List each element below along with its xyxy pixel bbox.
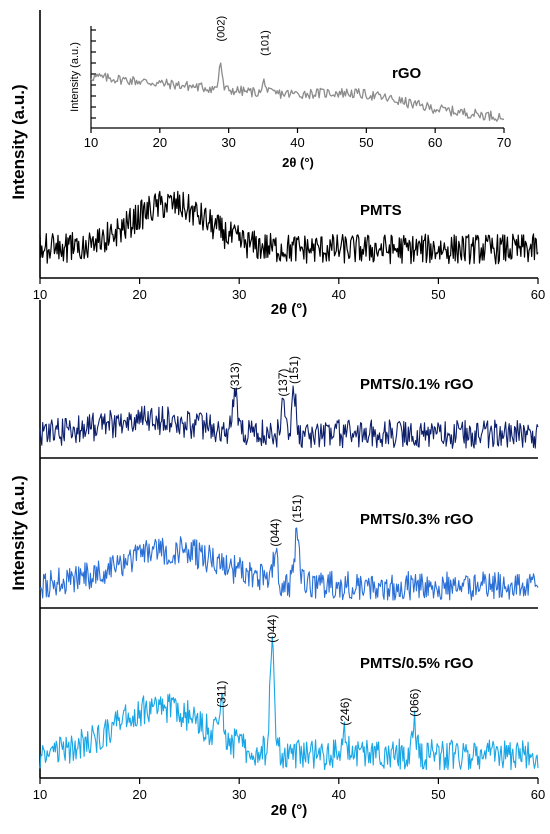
pmts-03-trace: [39, 527, 539, 601]
pmts-05-series-label: PMTS/0.5% rGO: [360, 655, 474, 672]
rgo-inset-panel: 10 20 30 40 50 60 70 2θ (°) Intensity (a.u.): [69, 26, 511, 170]
top-x-tick-label-2: 30: [232, 287, 246, 302]
top-x-tick-label-0: 10: [33, 287, 47, 302]
pmts-01-peak-label-2: (151): [287, 356, 301, 384]
bottom-x-tick-label-5: 60: [531, 787, 545, 802]
bottom-x-tick-label-2: 30: [232, 787, 246, 802]
inset-x-tick-label-4: 50: [359, 135, 373, 150]
pmts-03-peak-label-0: (044): [268, 519, 282, 547]
pmts-03-series-label: PMTS/0.3% rGO: [360, 511, 474, 528]
inset-x-axis-label: 2θ (°): [282, 155, 314, 170]
inset-x-tick-label-3: 40: [290, 135, 304, 150]
bottom-x-tick-label-0: 10: [33, 787, 47, 802]
bottom-x-ticks: 10 20 30 40 50 60: [33, 778, 545, 802]
pmts-05-peak-label-2: (246): [338, 698, 352, 726]
inset-y-axis-label: Intensity (a.u.): [69, 42, 81, 112]
pmts-05-peak-label-1: (044): [265, 615, 279, 643]
series-labels: rGO PMTS PMTS/0.1% rGO PMTS/0.3% rGO PMTS/0.…: [360, 65, 474, 672]
inset-x-ticks: 10 20 30 40 50 60 70: [84, 128, 511, 150]
inset-x-tick-label-5: 60: [428, 135, 442, 150]
bottom-y-axis-label: Intensity (a.u.): [9, 475, 28, 590]
rgo-inset-peak-label-1: (101): [260, 30, 272, 56]
top-y-axis-label: Intensity (a.u.): [9, 84, 28, 199]
bottom-x-tick-label-3: 40: [332, 787, 346, 802]
bottom-x-tick-label-4: 50: [431, 787, 445, 802]
inset-x-tick-label-2: 30: [221, 135, 235, 150]
pmts-series-label: PMTS: [360, 202, 402, 219]
rgo-inset-series-label: rGO: [392, 65, 422, 82]
bottom-x-tick-label-1: 20: [132, 787, 146, 802]
rgo-inset-peak-label-0: (002): [215, 16, 227, 42]
top-x-tick-label-1: 20: [132, 287, 146, 302]
top-x-axis-label: 2θ (°): [271, 301, 308, 318]
rgo-inset-trace: [90, 62, 505, 122]
pmts-01-peak-label-1: (137): [276, 369, 290, 397]
traces: [39, 62, 539, 771]
inset-y-ticks: [91, 29, 96, 119]
pmts-05-peak-label-0: (311): [214, 681, 228, 708]
peak-labels: (002)(101)(313) (137)(151)(044)(151)(311)…: [214, 16, 421, 726]
top-x-tick-label-5: 60: [531, 287, 545, 302]
bottom-x-axis-label: 2θ (°): [271, 802, 308, 819]
inset-x-tick-label-6: 70: [497, 135, 511, 150]
pmts-01-trace: [39, 385, 539, 449]
pmts-trace: [39, 190, 539, 265]
pmts-03-peak-label-1: (151): [290, 495, 304, 523]
pmts-05-peak-label-3: (066): [408, 689, 422, 717]
top-x-ticks: 10 20 30 40 50 60: [33, 278, 545, 302]
top-panel: 10 20 30 40 50 60 2θ (°) Intensity (a.u.): [9, 10, 545, 318]
inset-x-tick-label-1: 20: [153, 135, 167, 150]
pmts-05-trace: [39, 636, 539, 771]
pmts-01-peak-label-0: (313): [228, 362, 242, 390]
pmts-01-series-label: PMTS/0.1% rGO: [360, 376, 474, 393]
top-x-tick-label-3: 40: [332, 287, 346, 302]
top-x-tick-label-4: 50: [431, 287, 445, 302]
bottom-panel: 10 20 30 40 50 60 2θ (°) Intensity (a.u.): [9, 300, 545, 819]
inset-x-tick-label-0: 10: [84, 135, 98, 150]
